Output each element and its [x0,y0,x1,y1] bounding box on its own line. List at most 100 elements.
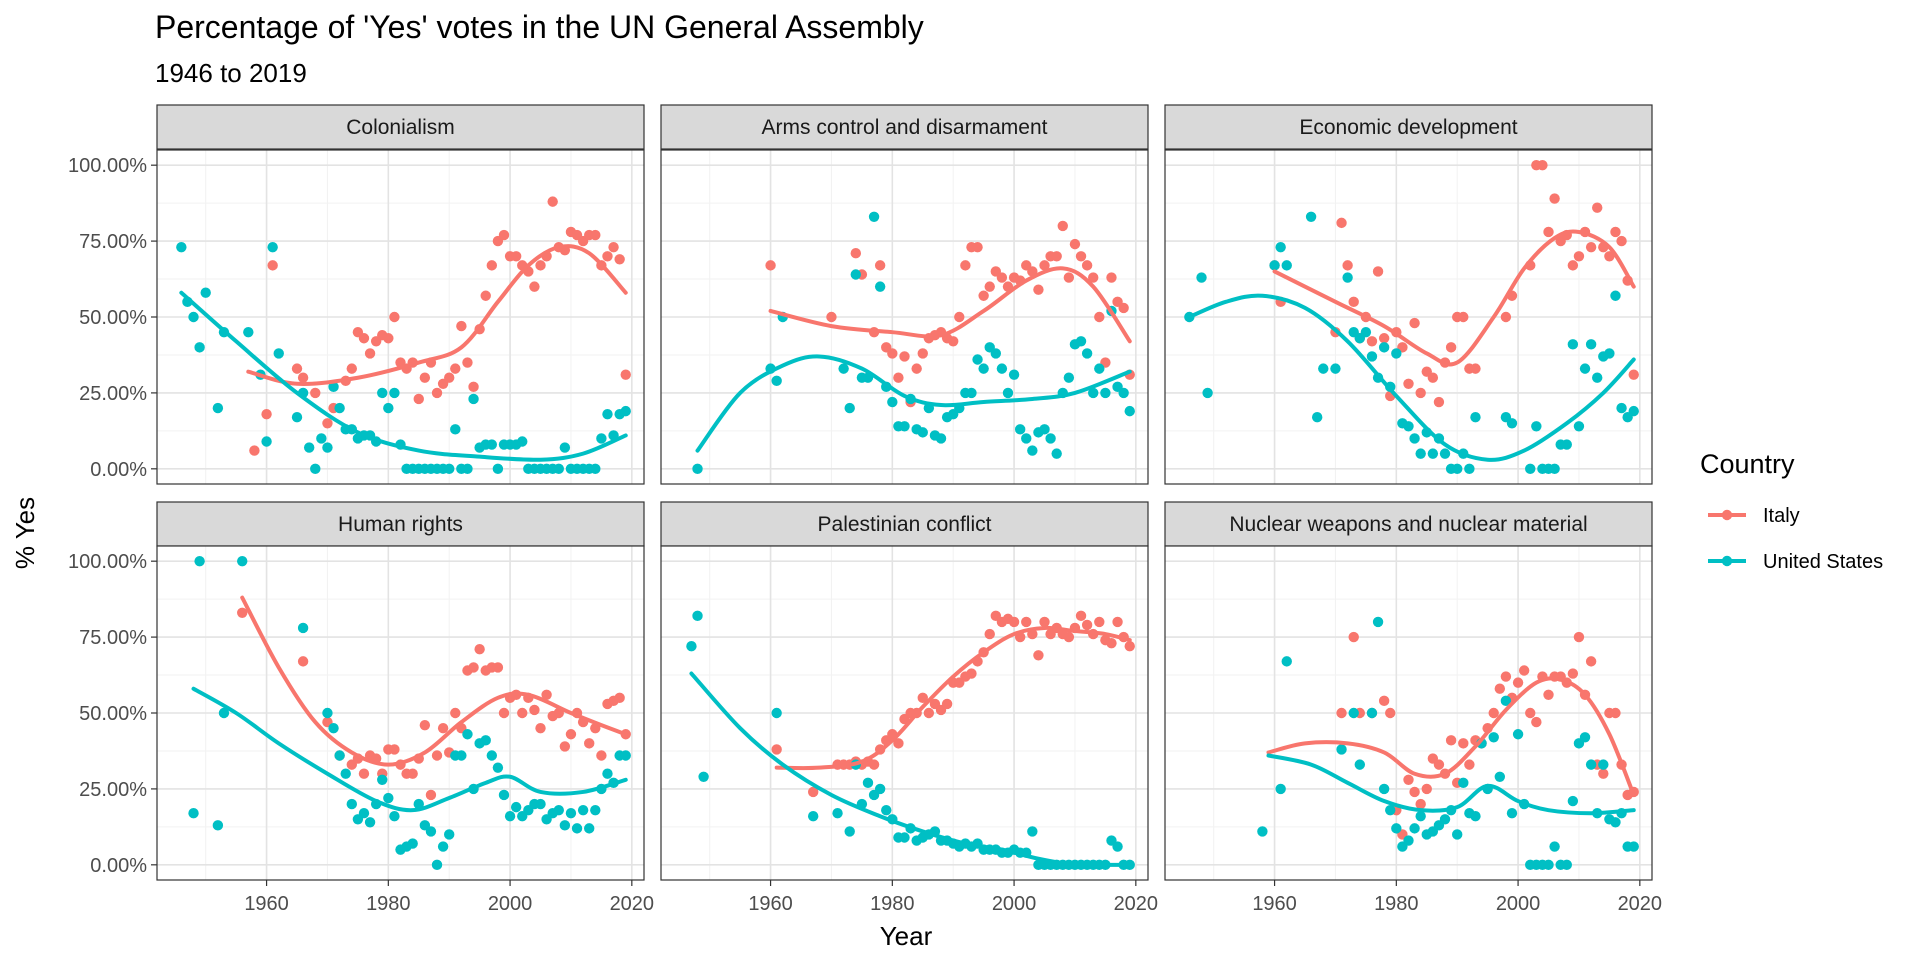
data-point [565,808,577,819]
data-point [1610,290,1621,301]
facet-strip [156,501,645,547]
data-point [310,463,321,475]
data-point [462,729,473,740]
data-point [517,707,528,719]
data-point [358,768,370,779]
data-point [1409,317,1420,329]
data-point [1567,260,1579,271]
data-point [431,387,443,399]
data-point [419,719,431,731]
data-point [1403,378,1414,389]
data-point [480,290,491,301]
data-point [1525,707,1536,719]
data-point [1391,348,1402,359]
data-point [923,707,935,719]
data-point [468,381,479,393]
data-point [194,342,205,353]
data-point [996,363,1008,374]
y-tick-label: 25.00% [79,779,147,801]
data-point [407,768,418,779]
data-point [1354,759,1366,770]
data-point [1342,260,1353,271]
data-point [517,436,528,447]
data-point [686,641,697,652]
facet-strip [660,104,1149,150]
data-point [389,811,400,822]
data-point [850,248,861,259]
data-point [267,260,278,271]
data-point [510,251,522,262]
data-point [346,798,357,810]
data-point [1518,665,1530,676]
data-point [826,311,837,323]
legend-label: United States [1763,551,1883,573]
data-point [1616,235,1627,247]
facet-strip [660,501,1149,547]
data-point [462,357,473,368]
data-point [771,707,782,719]
data-point [1610,817,1621,828]
data-point [1039,424,1050,435]
data-point [559,820,571,831]
data-point [1549,463,1560,475]
data-point [444,829,455,840]
data-point [1506,808,1518,819]
data-point [377,774,388,785]
data-point [899,351,910,362]
data-point [431,859,443,871]
data-point [838,363,849,374]
data-point [1439,448,1451,459]
data-point [1360,326,1372,338]
data-point [1464,463,1475,475]
data-point [1543,859,1554,871]
data-point [571,823,583,834]
data-point [1366,336,1378,347]
data-point [1409,823,1420,834]
data-point [984,281,995,292]
trend-line [246,244,628,386]
data-point [614,254,625,265]
data-point [237,555,248,567]
facet-label: Economic development [1299,116,1517,139]
trend-line [1266,753,1636,816]
data-point [1506,418,1518,429]
data-point [1385,707,1396,719]
data-point [444,463,455,475]
facet-strip [1164,501,1653,547]
facet-panel: Economic development [1164,104,1653,485]
data-point [1543,689,1554,700]
data-point [529,704,540,716]
data-point [590,463,601,475]
data-point [1342,272,1353,283]
panel-border [660,545,1149,881]
data-point [1372,266,1384,277]
data-point [486,750,498,761]
data-point [1348,707,1359,719]
data-point [1585,656,1597,667]
data-point [200,287,211,298]
data-point [504,811,516,822]
data-point [535,260,546,271]
data-point [1415,798,1426,810]
data-point [1094,311,1105,323]
data-point [1579,732,1591,743]
legend-key-point [1721,555,1733,567]
data-point [1628,841,1639,852]
data-point [1585,339,1597,350]
data-point [1281,656,1292,667]
data-point [881,804,892,816]
data-point [498,707,510,719]
data-point [194,555,205,567]
data-point [1275,783,1286,795]
data-point [899,421,910,432]
x-tick-label: 2020 [1114,893,1159,915]
data-point [1057,220,1068,232]
data-point [1452,829,1463,840]
data-point [425,789,437,801]
facet-panel: Colonialism 0.00% 25.00% 50.00% 75.00% 100.00… [68,104,645,485]
data-point [1033,284,1044,295]
data-point [954,311,965,323]
y-axis-title: % Yes [10,497,40,569]
data-point [1106,637,1117,649]
data-point [1124,641,1135,652]
